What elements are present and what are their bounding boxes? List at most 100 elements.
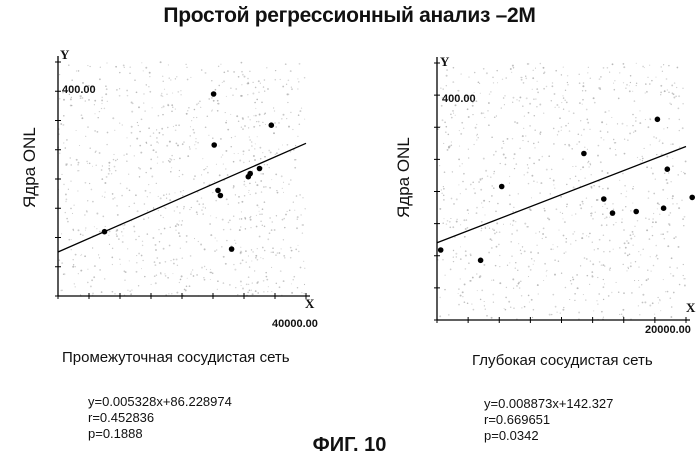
texture-dot bbox=[571, 215, 572, 216]
texture-dot bbox=[238, 76, 240, 78]
texture-dot bbox=[446, 75, 448, 77]
texture-dot bbox=[176, 206, 178, 208]
texture-dot bbox=[208, 98, 209, 99]
texture-dot bbox=[275, 79, 277, 81]
texture-dot bbox=[517, 270, 518, 271]
texture-dot bbox=[238, 120, 240, 122]
texture-dot bbox=[243, 150, 245, 152]
texture-dot bbox=[470, 280, 472, 282]
texture-dot bbox=[533, 70, 534, 71]
texture-dot bbox=[68, 189, 69, 190]
texture-dot bbox=[446, 85, 447, 86]
texture-dot bbox=[522, 140, 523, 141]
texture-dot bbox=[469, 95, 471, 97]
texture-dot bbox=[553, 128, 555, 130]
texture-dot bbox=[455, 115, 456, 116]
texture-dot bbox=[186, 286, 188, 288]
texture-dot bbox=[59, 98, 60, 99]
texture-dot bbox=[235, 287, 236, 288]
texture-dot bbox=[215, 200, 217, 202]
texture-dot bbox=[603, 299, 604, 300]
texture-dot bbox=[252, 282, 253, 283]
texture-dot bbox=[506, 287, 507, 288]
texture-dot bbox=[249, 161, 250, 162]
data-point bbox=[247, 171, 253, 177]
texture-dot bbox=[99, 111, 100, 112]
texture-dot bbox=[480, 179, 482, 181]
texture-dot bbox=[672, 143, 674, 145]
texture-dot bbox=[156, 129, 157, 130]
texture-dot bbox=[256, 226, 258, 228]
texture-dot bbox=[114, 197, 115, 198]
scatter-plot-deep bbox=[430, 55, 695, 325]
texture-dot bbox=[564, 253, 565, 254]
texture-dot bbox=[527, 172, 529, 174]
texture-dot bbox=[666, 156, 668, 158]
texture-dot bbox=[546, 86, 547, 87]
texture-dot bbox=[519, 96, 521, 98]
texture-dot bbox=[455, 253, 457, 255]
texture-dot bbox=[112, 117, 114, 119]
texture-dot bbox=[443, 199, 445, 201]
texture-dot bbox=[509, 176, 510, 177]
texture-dot bbox=[234, 269, 236, 271]
texture-dot bbox=[71, 79, 73, 81]
texture-dot bbox=[179, 220, 180, 221]
texture-dot bbox=[474, 92, 475, 93]
texture-dot bbox=[304, 77, 306, 79]
texture-dot bbox=[509, 203, 511, 205]
texture-dot bbox=[474, 72, 476, 74]
texture-dot bbox=[255, 108, 256, 109]
texture-dot bbox=[507, 138, 509, 140]
texture-dot bbox=[222, 154, 223, 155]
texture-dot bbox=[240, 252, 242, 254]
texture-dot bbox=[148, 86, 149, 87]
texture-dot bbox=[492, 294, 494, 296]
texture-dot bbox=[660, 310, 661, 311]
texture-dot bbox=[279, 286, 281, 288]
texture-dot bbox=[672, 93, 673, 94]
texture-dot bbox=[649, 305, 651, 307]
texture-dot bbox=[301, 108, 302, 109]
texture-dot bbox=[557, 134, 558, 135]
texture-dot bbox=[233, 161, 235, 163]
texture-dot bbox=[145, 190, 147, 192]
texture-dot bbox=[630, 265, 632, 267]
texture-dot bbox=[94, 226, 95, 227]
texture-dot bbox=[102, 216, 104, 218]
texture-dot bbox=[166, 198, 167, 199]
texture-dot bbox=[291, 292, 293, 294]
texture-dot bbox=[678, 246, 680, 248]
texture-dot bbox=[647, 77, 648, 78]
texture-dot bbox=[558, 131, 560, 133]
texture-dot bbox=[119, 259, 120, 260]
texture-dot bbox=[578, 312, 580, 314]
texture-dot bbox=[169, 77, 170, 78]
texture-dot bbox=[171, 293, 172, 294]
texture-dot bbox=[225, 122, 227, 124]
texture-dot bbox=[683, 225, 684, 226]
texture-dot bbox=[629, 253, 631, 255]
texture-dot bbox=[458, 293, 459, 294]
texture-dot bbox=[636, 63, 637, 64]
texture-dot bbox=[614, 89, 616, 91]
texture-dot bbox=[180, 90, 181, 91]
texture-dot bbox=[664, 172, 666, 174]
texture-dot bbox=[264, 79, 266, 81]
texture-dot bbox=[650, 144, 651, 145]
texture-dot bbox=[298, 81, 299, 82]
texture-dot bbox=[652, 235, 653, 236]
texture-dot bbox=[119, 123, 120, 124]
texture-dot bbox=[554, 274, 556, 276]
texture-dot bbox=[302, 197, 303, 198]
texture-dot bbox=[162, 114, 164, 116]
texture-dot bbox=[95, 151, 96, 152]
data-point bbox=[229, 246, 235, 252]
texture-dot bbox=[186, 241, 188, 243]
texture-dot bbox=[551, 100, 552, 101]
texture-dot bbox=[495, 211, 497, 213]
texture-dot bbox=[509, 183, 510, 184]
texture-dot bbox=[256, 204, 258, 206]
texture-dot bbox=[99, 78, 101, 80]
texture-dot bbox=[622, 309, 624, 311]
